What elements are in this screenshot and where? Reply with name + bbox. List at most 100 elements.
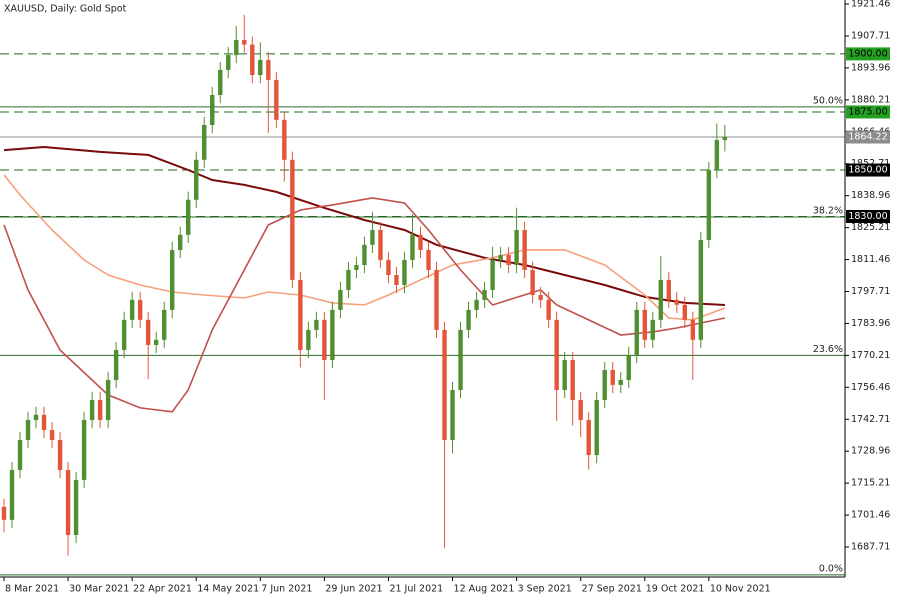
candle-body <box>218 69 223 96</box>
y-tick-label: 1783.96 <box>851 318 890 329</box>
x-tick-label: 12 Aug 2021 <box>454 584 515 595</box>
candle-body <box>706 170 712 240</box>
candle-body <box>514 229 519 266</box>
candle-body <box>290 159 295 280</box>
candle-body <box>306 329 311 351</box>
candle-body <box>346 269 351 290</box>
candle-body <box>17 439 23 470</box>
candle-body <box>226 55 231 70</box>
candle-body <box>354 265 359 270</box>
candle-body <box>330 309 335 361</box>
candle-body <box>546 299 551 320</box>
candle-body <box>129 299 135 320</box>
candle-body <box>506 255 511 266</box>
candle-body <box>434 269 439 330</box>
candle-body <box>402 259 407 286</box>
candle-body <box>522 229 527 270</box>
candle-body <box>698 239 704 340</box>
y-tick-label: 1687.71 <box>851 542 890 553</box>
candle-body <box>722 137 728 141</box>
fib-label: 38.2% <box>813 205 843 216</box>
y-tick-label: 1756.46 <box>851 382 890 393</box>
candle-body <box>178 234 183 250</box>
level-label-box <box>846 105 890 119</box>
candle-body <box>498 255 503 260</box>
candle-body <box>634 309 639 355</box>
candle-body <box>210 95 215 125</box>
candle-body <box>530 269 535 296</box>
candle-body <box>194 159 199 200</box>
fib-label: 0.0% <box>819 563 843 574</box>
y-tick-label: 1715.21 <box>851 478 890 489</box>
candle-body <box>394 275 399 286</box>
candle-body <box>602 370 607 400</box>
candle-body <box>586 419 591 456</box>
candle-body <box>682 304 688 320</box>
y-tick-label: 1728.96 <box>851 446 890 457</box>
candle-body <box>650 319 655 340</box>
level-label-box <box>846 163 890 177</box>
moving-average <box>3 197 726 413</box>
candle-body <box>298 279 303 351</box>
x-tick-label: 19 Oct 2021 <box>646 584 705 595</box>
candle-body <box>41 414 47 430</box>
level-label-box <box>846 209 890 223</box>
candle-body <box>626 354 631 381</box>
candle-body <box>474 299 479 310</box>
x-tick-label: 29 Jun 2021 <box>325 584 382 595</box>
y-tick-label: 1907.71 <box>851 30 890 41</box>
candle-body <box>458 329 463 391</box>
x-tick-label: 22 Apr 2021 <box>133 584 192 595</box>
candle-body <box>137 299 143 320</box>
x-tick-label: 7 Jun 2021 <box>261 584 312 595</box>
candle-body <box>554 319 559 391</box>
candle-body <box>642 309 647 340</box>
x-tick-label: 30 Mar 2021 <box>69 584 129 595</box>
y-tick-label: 1770.21 <box>851 350 890 361</box>
candle-body <box>338 289 343 310</box>
candle-body <box>1 506 7 520</box>
candle-body <box>450 390 455 440</box>
candle-body <box>49 429 55 440</box>
level-label-box <box>846 47 890 61</box>
candle-body <box>57 439 63 470</box>
x-tick-label: 21 Jul 2021 <box>389 584 443 595</box>
y-tick-label: 1880.21 <box>851 94 890 105</box>
y-tick-label: 1797.71 <box>851 286 890 297</box>
candle-body <box>274 79 279 120</box>
candle-body <box>314 319 319 330</box>
candle-body <box>145 319 151 345</box>
candle-body <box>186 199 191 235</box>
candle-body <box>258 59 263 76</box>
moving-average <box>3 174 726 321</box>
y-tick-label: 1825.21 <box>851 222 890 233</box>
candle-body <box>482 289 487 300</box>
candle-body <box>113 350 119 381</box>
candle-body <box>490 259 495 290</box>
candle-body <box>97 399 103 420</box>
y-tick-label: 1701.46 <box>851 510 890 521</box>
y-tick-label: 1811.46 <box>851 254 890 265</box>
candle-body <box>426 249 431 270</box>
candle-body <box>170 249 175 310</box>
candle-body <box>410 234 415 260</box>
current-price-box <box>846 130 890 144</box>
y-tick-label: 1893.96 <box>851 62 890 73</box>
candle-body <box>618 380 623 385</box>
candle-body <box>65 469 71 535</box>
candle-body <box>234 39 239 56</box>
x-tick-label: 3 Sep 2021 <box>518 584 572 595</box>
candle-body <box>9 469 15 520</box>
fib-label: 23.6% <box>813 344 843 355</box>
candle-body <box>466 309 471 330</box>
candle-body <box>250 44 255 76</box>
candle-body <box>538 295 543 300</box>
candle-body <box>25 419 31 440</box>
candle-body <box>418 234 423 250</box>
candle-body <box>666 279 671 300</box>
candle-body <box>578 399 583 420</box>
candle-body <box>570 360 575 400</box>
candle-body <box>562 360 567 391</box>
